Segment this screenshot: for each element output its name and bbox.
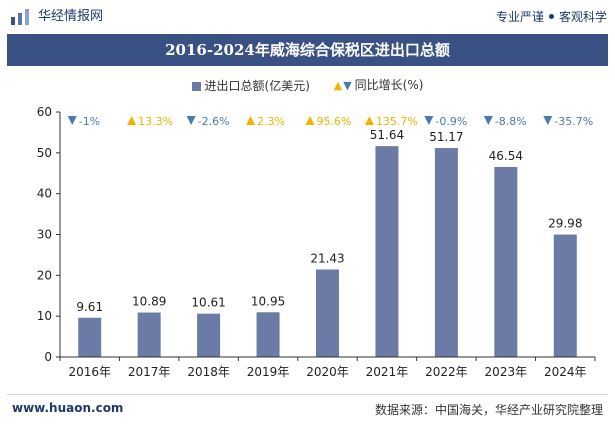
growth-label: 95.6%	[317, 115, 352, 128]
legend-item-growth: ▲▼ 同比增长(%)	[334, 76, 424, 95]
x-tick-label: 2019年	[247, 365, 290, 379]
bar	[197, 313, 221, 357]
growth-down-triangle	[67, 116, 77, 125]
x-axis: 2016年 2017年 2018年 2019年 2020年 2021年 2022年 2023年…	[59, 356, 596, 379]
legend-bar-swatch	[191, 81, 201, 91]
bar	[375, 146, 399, 357]
bar	[494, 166, 518, 357]
footer-website: www.huaon.com	[12, 401, 124, 415]
growth-down-triangle	[543, 116, 553, 125]
bar	[434, 148, 458, 357]
slogan: 专业严谨 客观科学	[496, 8, 607, 26]
growth-up-triangle	[364, 116, 374, 125]
bar-value-label: 10.95	[251, 294, 285, 308]
slogan-left: 专业严谨	[495, 10, 544, 24]
x-tick-label: 2020年	[306, 365, 349, 379]
bars	[78, 146, 577, 357]
growth-label: -35.7%	[554, 115, 593, 128]
x-tick-label: 2023年	[485, 365, 528, 379]
chart-title: 2016-2024年威海综合保税区进出口总额	[165, 41, 450, 59]
bar-value-label: 29.98	[548, 217, 582, 231]
bar	[137, 312, 161, 357]
triangle-down-icon: ▼	[343, 79, 352, 92]
growth-down-triangle	[483, 116, 493, 125]
slogan-dot	[548, 14, 554, 19]
y-tick-label: 30	[37, 228, 52, 242]
y-tick-label: 20	[37, 268, 52, 282]
huajing-logo-icon	[11, 9, 29, 25]
bar	[316, 269, 339, 357]
x-tick-label: 2021年	[366, 365, 409, 379]
growth-label: -0.9%	[435, 115, 467, 128]
bar-value-label: 21.43	[310, 251, 344, 265]
bar-value-label: 51.64	[370, 128, 404, 142]
y-tick-label: 50	[37, 146, 52, 160]
site-name: 华经情报网	[38, 9, 104, 24]
top-bar: 华经情报网 专业严谨 客观科学	[0, 0, 615, 34]
x-tick-label: 2017年	[128, 365, 171, 379]
x-tick-label: 2024年	[544, 365, 587, 379]
x-tick-label: 2022年	[425, 365, 468, 379]
y-axis: 0 10 20 30 40 50 60	[37, 105, 61, 364]
bar-chart: 0 10 20 30 40 50 60 9.61 10.89 10.61 10.95 21.43 51…	[37, 105, 596, 379]
legend-label-growth: 同比增长(%)	[354, 78, 424, 92]
footer-divider	[7, 394, 608, 395]
y-tick-label: 60	[37, 105, 52, 119]
growth-label: 2.3%	[257, 115, 285, 128]
legend-item-total: 进出口总额(亿美元)	[191, 77, 310, 95]
x-tick-label: 2018年	[187, 365, 230, 379]
bar-value-label: 46.54	[489, 149, 523, 163]
title-bar: 2016-2024年威海综合保税区进出口总额	[7, 34, 608, 66]
bar	[553, 234, 577, 357]
footer-source: 数据来源：中国海关，华经产业研究院整理	[374, 403, 603, 417]
growth-labels: -1% 13.3% -2.6% 2.3% 95.6% 135.7% -0.9% -8.8% -3…	[67, 115, 593, 128]
growth-up-triangle	[246, 116, 256, 125]
bar	[256, 312, 280, 357]
slogan-right: 客观科学	[558, 10, 607, 24]
growth-up-triangle	[305, 116, 315, 125]
bar-value-label: 10.89	[132, 295, 166, 309]
growth-down-triangle	[424, 116, 434, 125]
x-tick-label: 2016年	[68, 365, 111, 379]
bar-value-label: 10.61	[191, 296, 225, 310]
growth-label: -8.8%	[495, 115, 527, 128]
y-tick-label: 40	[37, 187, 52, 201]
value-labels: 9.61 10.89 10.61 10.95 21.43 51.64 51.17 46.54 2…	[76, 128, 582, 314]
y-tick-label: 10	[37, 309, 52, 323]
growth-label: -2.6%	[198, 115, 230, 128]
bar	[78, 317, 102, 357]
growth-down-triangle	[186, 116, 196, 125]
triangle-up-icon: ▲	[333, 79, 343, 92]
growth-up-triangle	[127, 116, 137, 125]
legend-label-total: 进出口总额(亿美元)	[204, 78, 310, 93]
growth-label: 135.7%	[376, 115, 418, 128]
legend: 进出口总额(亿美元) ▲▼ 同比增长(%)	[0, 76, 615, 94]
bar-value-label: 51.17	[429, 130, 463, 144]
y-tick-label: 0	[44, 350, 52, 364]
growth-label: 13.3%	[138, 115, 173, 128]
bar-value-label: 9.61	[76, 300, 103, 314]
growth-label: -1%	[79, 115, 100, 128]
